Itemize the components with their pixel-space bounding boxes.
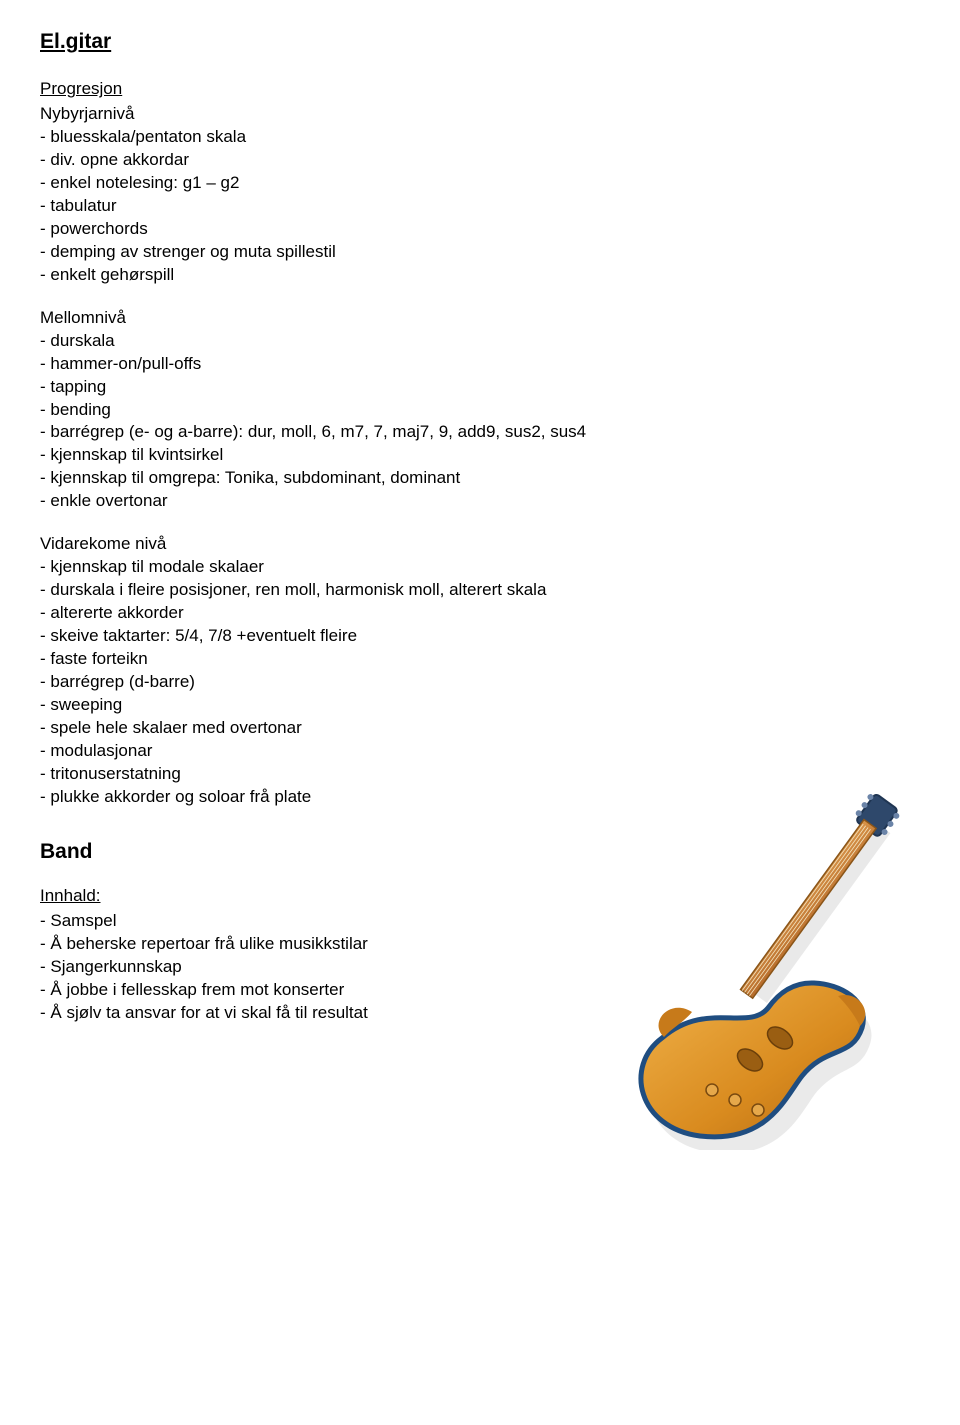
page-title: El.gitar [40,28,920,56]
list-item: - spele hele skalaer med overtonar [40,717,920,740]
list-item: - kjennskap til kvintsirkel [40,444,920,467]
list-item: - enkel notelesing: g1 – g2 [40,172,920,195]
list-item: - barrégrep (e- og a-barre): dur, moll, … [40,421,920,444]
list-item: - kjennskap til modale skalaer [40,556,920,579]
list-item: - hammer-on/pull-offs [40,353,920,376]
list-item: - barrégrep (d-barre) [40,671,920,694]
list-item: - faste forteikn [40,648,920,671]
guitar-icon [630,760,940,1157]
list-item: - bending [40,399,920,422]
list-item: - sweeping [40,694,920,717]
progression-block: Progresjon Nybyrjarnivå - bluesskala/pen… [40,78,920,286]
level-title-advanced: Vidarekome nivå [40,533,920,556]
list-item: - altererte akkorder [40,602,920,625]
progression-heading: Progresjon [40,78,920,101]
level-title-beginner: Nybyrjarnivå [40,103,920,126]
list-item: - enkelt gehørspill [40,264,920,287]
list-item: - durskala i fleire posisjoner, ren moll… [40,579,920,602]
list-item: - tapping [40,376,920,399]
list-item: - demping av strenger og muta spillestil [40,241,920,264]
list-item: - powerchords [40,218,920,241]
intermediate-block: Mellomnivå - durskala - hammer-on/pull-o… [40,307,920,513]
list-item: - tabulatur [40,195,920,218]
list-item: - durskala [40,330,920,353]
list-item: - enkle overtonar [40,490,920,513]
level-title-intermediate: Mellomnivå [40,307,920,330]
list-item: - div. opne akkordar [40,149,920,172]
list-item: - bluesskala/pentaton skala [40,126,920,149]
list-item: - kjennskap til omgrepa: Tonika, subdomi… [40,467,920,490]
list-item: - skeive taktarter: 5/4, 7/8 +eventuelt … [40,625,920,648]
